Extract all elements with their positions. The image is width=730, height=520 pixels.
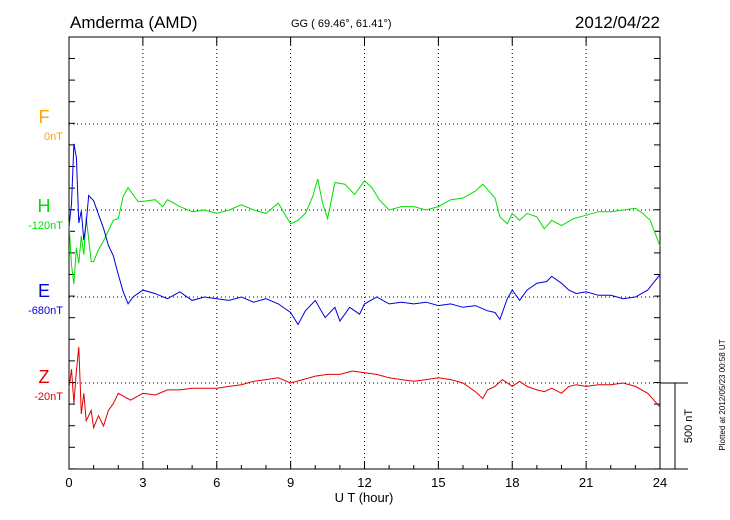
x-tick-label: 15	[431, 475, 445, 490]
scale-bar: 500 nT	[660, 382, 695, 470]
x-tick-label: 24	[653, 475, 667, 490]
series-line-z	[68, 346, 661, 430]
series-baseline-f: 0nT	[44, 131, 63, 143]
x-tick-label: 9	[287, 475, 294, 490]
station-title: Amderma (AMD)	[70, 13, 198, 32]
series-name-z: Z	[39, 367, 50, 387]
x-axis-title: U T (hour)	[335, 490, 394, 505]
series-baseline-z: -20nT	[34, 391, 63, 403]
series-line-e	[68, 143, 661, 326]
series-baseline-e: -680nT	[28, 305, 63, 317]
series-line-h	[68, 178, 661, 285]
grid	[142, 37, 587, 469]
series-lines	[68, 143, 661, 430]
x-tick-label: 3	[139, 475, 146, 490]
x-tick-label: 18	[505, 475, 519, 490]
series-baseline-h: -120nT	[28, 220, 63, 232]
series-name-e: E	[38, 281, 50, 301]
plotted-at-label: Plotted at 2012/05/23 00:58 UT	[718, 339, 727, 450]
axis-ticks: 0 3 6 9 12 15 18 21 24	[65, 37, 667, 490]
date-label: 2012/04/22	[575, 13, 660, 32]
x-tick-label: 6	[213, 475, 220, 490]
station-coordinates: GG ( 69.46°, 61.41°)	[291, 18, 392, 30]
x-tick-label: 21	[579, 475, 593, 490]
series-labels: F 0nT H -120nT E -680nT Z -20nT	[28, 107, 63, 403]
scale-bar-label: 500 nT	[683, 409, 695, 444]
x-tick-label: 12	[357, 475, 371, 490]
x-tick-label: 0	[65, 475, 72, 490]
series-name-h: H	[38, 196, 51, 216]
series-name-f: F	[39, 107, 50, 127]
baselines	[69, 123, 660, 384]
